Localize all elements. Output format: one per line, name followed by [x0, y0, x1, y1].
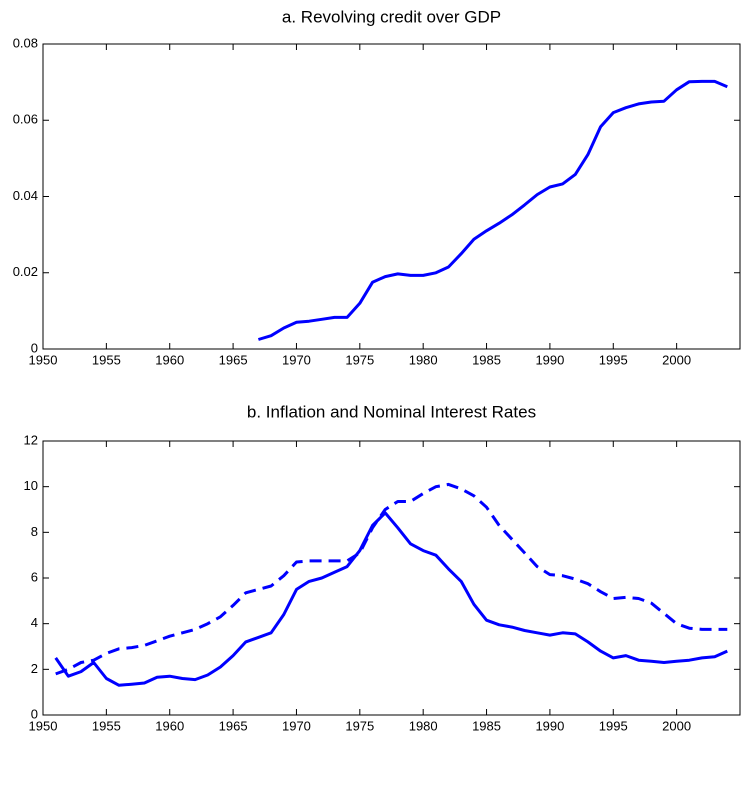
y-tick-label: 0.06: [13, 112, 38, 127]
y-tick-label: 4: [31, 615, 38, 630]
y-tick-label: 0: [31, 706, 38, 721]
series-line: [54, 511, 728, 687]
x-tick-label: 1975: [345, 718, 374, 733]
y-tick-label: 10: [24, 478, 38, 493]
x-tick-label: 1975: [345, 352, 374, 367]
x-tick-label: 1985: [472, 352, 501, 367]
x-tick-label: 1970: [282, 718, 311, 733]
x-tick-label: 1995: [599, 718, 628, 733]
x-tick-label: 1960: [155, 352, 184, 367]
x-tick-label: 1965: [219, 718, 248, 733]
x-tick-label: 1950: [29, 352, 58, 367]
x-tick-label: 1965: [219, 352, 248, 367]
x-tick-label: 1980: [409, 718, 438, 733]
x-tick-label: 1980: [409, 352, 438, 367]
y-tick-label: 6: [31, 569, 38, 584]
x-tick-label: 1995: [599, 352, 628, 367]
y-tick-label: 8: [31, 524, 38, 539]
series-line: [55, 482, 728, 676]
y-tick-label: 0.08: [13, 35, 38, 50]
series-line: [257, 79, 728, 341]
x-tick-label: 1950: [29, 718, 58, 733]
x-tick-label: 1990: [535, 352, 564, 367]
x-tick-label: 1990: [535, 718, 564, 733]
x-tick-label: 2000: [662, 718, 691, 733]
y-tick-label: 12: [24, 432, 38, 447]
y-tick-label: 2: [31, 661, 38, 676]
x-tick-label: 1955: [92, 718, 121, 733]
plot-frame: [42, 43, 741, 350]
plot-frame: [42, 440, 741, 716]
x-tick-label: 1970: [282, 352, 311, 367]
y-tick-label: 0.04: [13, 188, 38, 203]
y-tick-label: 0: [31, 340, 38, 355]
chart-title: a. Revolving credit over GDP: [282, 7, 501, 26]
x-tick-label: 1960: [155, 718, 184, 733]
x-tick-label: 1985: [472, 718, 501, 733]
y-tick-label: 0.02: [13, 264, 38, 279]
chart-title: b. Inflation and Nominal Interest Rates: [247, 402, 536, 421]
x-tick-label: 2000: [662, 352, 691, 367]
x-tick-label: 1955: [92, 352, 121, 367]
